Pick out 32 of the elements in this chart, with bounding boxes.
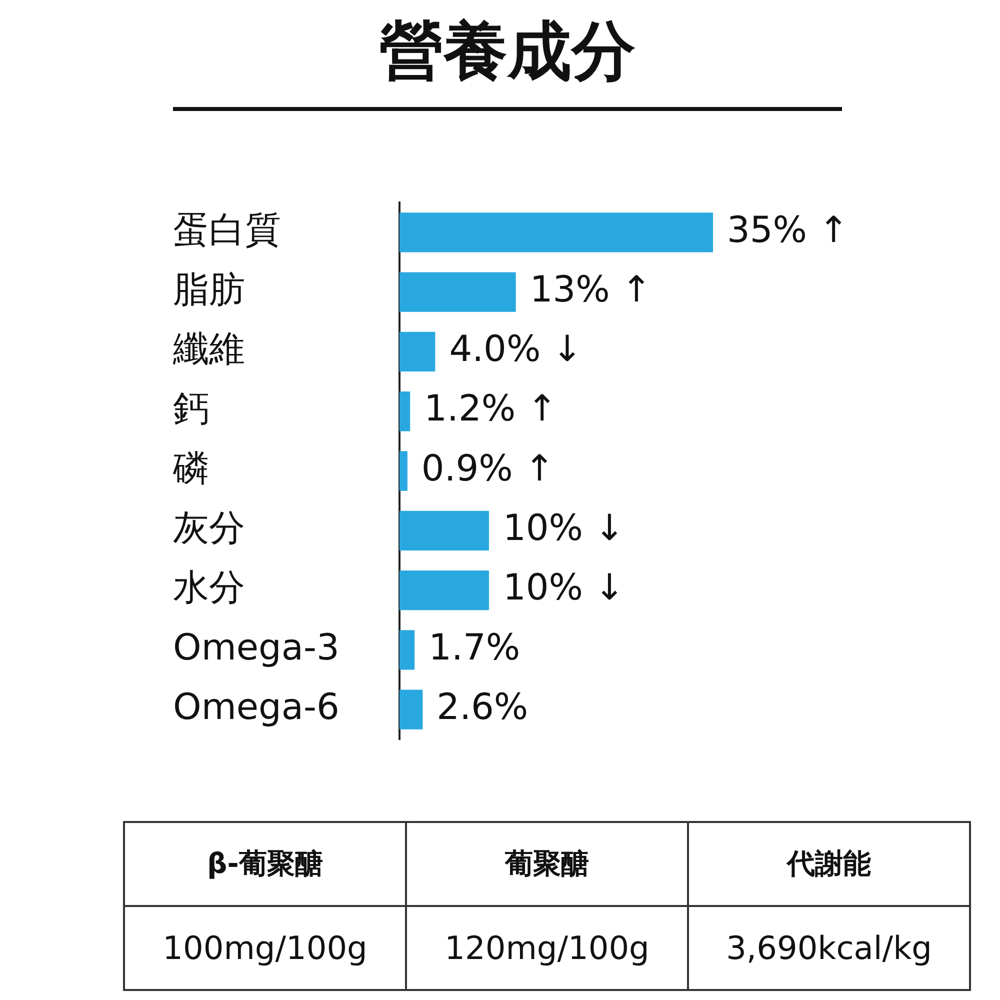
- data-label: 10% ↓: [502, 568, 625, 609]
- data-label: 1.7%: [428, 627, 520, 668]
- y-tick-label: 水分: [173, 568, 245, 609]
- data-label: 2.6%: [436, 686, 528, 728]
- text: 120mg/100g: [406, 906, 688, 990]
- text: 代謝能: [688, 822, 970, 906]
- bar: [399, 332, 436, 372]
- data-label: 0.9% ↑: [421, 448, 555, 490]
- chart-title: 營養成分: [173, 8, 842, 111]
- bar: [399, 392, 410, 432]
- y-tick-label: Omega-3: [173, 627, 340, 668]
- data-label: 1.2% ↑: [424, 388, 558, 430]
- text: β-葡聚醣: [124, 822, 406, 906]
- data-label: 10% ↓: [502, 508, 625, 550]
- y-tick-label: Omega-6: [173, 686, 340, 728]
- bar: [399, 690, 423, 730]
- y-tick-label: 灰分: [173, 508, 245, 550]
- data-label: 13% ↑: [530, 269, 652, 310]
- bar: [399, 630, 415, 670]
- y-tick-label: 脂肪: [173, 269, 245, 310]
- bar: [399, 510, 489, 550]
- bar: [399, 272, 516, 312]
- data-label: 4.0% ↓: [449, 329, 582, 370]
- data-label: 35% ↑: [727, 210, 849, 251]
- bar: [399, 212, 713, 252]
- text: 葡聚醣: [406, 822, 688, 906]
- bar: [399, 570, 489, 610]
- text: 100mg/100g: [124, 906, 406, 990]
- y-tick-label: 蛋白質: [173, 210, 281, 251]
- bar: [399, 451, 408, 491]
- y-tick-label: 鈣: [173, 388, 209, 430]
- text: 3,690kcal/kg: [688, 906, 970, 990]
